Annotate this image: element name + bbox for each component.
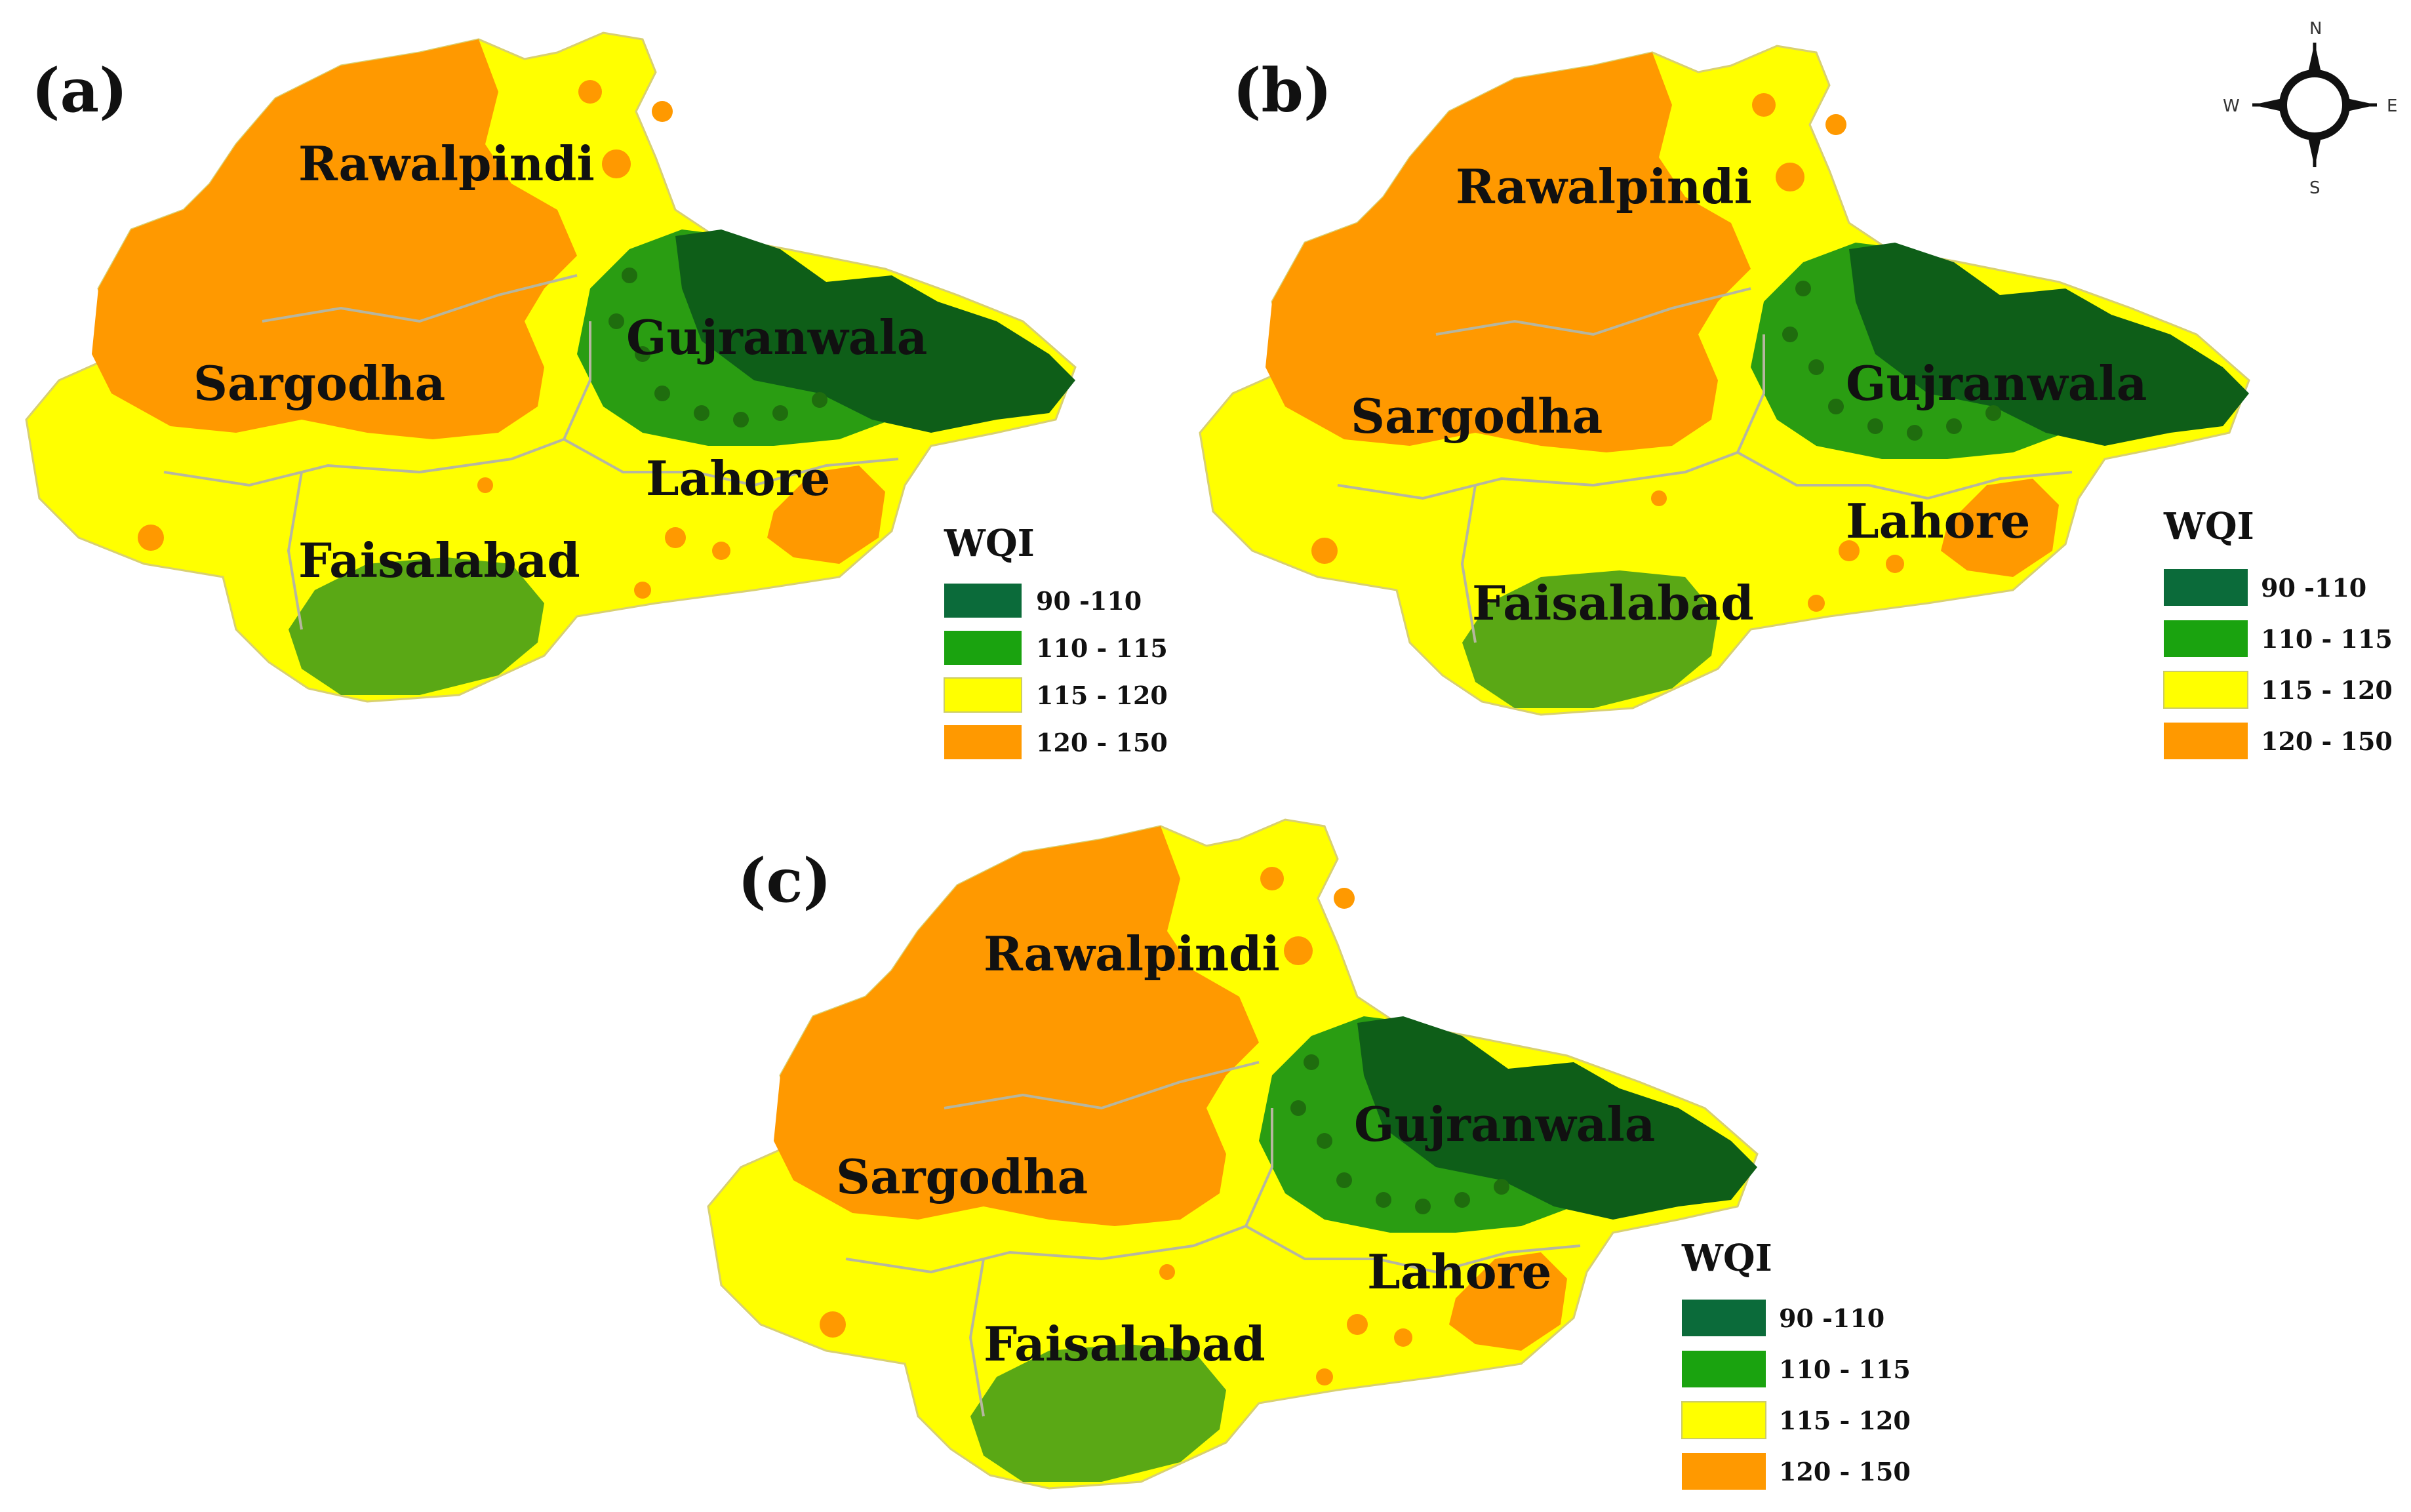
compass-north: N <box>2309 19 2322 39</box>
map-panel-a: (a) Rawalpindi Sargodha Gujranwala Lahor… <box>25 31 1168 759</box>
legend-label: 120 - 150 <box>2261 726 2393 756</box>
compass-south: S <box>2309 178 2321 198</box>
legend-swatch-90-110 <box>1682 1300 1766 1336</box>
legend-swatch-90-110 <box>944 584 1022 618</box>
region-label-faisalabad: Faisalabad <box>298 532 580 588</box>
legend-swatch-115-120 <box>944 677 1022 713</box>
legend-b: WQI 90 -110 110 - 115 115 - 120 120 - 15… <box>2163 505 2393 759</box>
region-label-rawalpindi: Rawalpindi <box>298 136 595 191</box>
compass-east: E <box>2387 96 2397 116</box>
region-label-gujranwala: Gujranwala <box>1846 355 2147 411</box>
legend-swatch-115-120 <box>2163 671 2248 709</box>
panel-letter-b: (b) <box>1233 55 1332 126</box>
region-label-rawalpindi: Rawalpindi <box>1456 159 1752 214</box>
legend-title: WQI <box>944 522 1035 565</box>
legend-label: 90 -110 <box>1036 586 1142 616</box>
legend-label: 115 - 120 <box>1779 1406 1911 1435</box>
legend-label: 120 - 150 <box>1779 1457 1911 1486</box>
legend-swatch-120-150 <box>1682 1453 1766 1490</box>
legend-swatch-110-115 <box>944 631 1022 665</box>
legend-title: WQI <box>2163 505 2254 548</box>
region-label-gujranwala: Gujranwala <box>1354 1096 1655 1152</box>
legend-a: WQI 90 -110 110 - 115 115 - 120 120 - 15… <box>944 522 1168 759</box>
legend-label: 90 -110 <box>2261 573 2366 603</box>
legend-label: 120 - 150 <box>1036 728 1168 757</box>
legend-swatch-110-115 <box>1682 1351 1766 1387</box>
map-panel-b: (b) Rawalpindi Sargodha Gujranwala Lahor… <box>1199 19 2397 759</box>
region-label-faisalabad: Faisalabad <box>1472 575 1754 631</box>
legend-label: 115 - 120 <box>1036 681 1168 710</box>
legend-label: 110 - 115 <box>2261 624 2393 654</box>
region-label-lahore: Lahore <box>1846 493 2030 549</box>
region-label-sargodha: Sargodha <box>1351 388 1603 444</box>
legend-label: 115 - 120 <box>2261 675 2393 705</box>
panel-letter-c: (c) <box>738 845 831 916</box>
legend-swatch-120-150 <box>2164 723 2248 759</box>
legend-swatch-110-115 <box>2164 620 2248 657</box>
legend-swatch-90-110 <box>2164 569 2248 606</box>
region-label-sargodha: Sargodha <box>193 355 445 411</box>
legend-label: 90 -110 <box>1779 1303 1884 1333</box>
legend-label: 110 - 115 <box>1036 633 1168 663</box>
region-label-faisalabad: Faisalabad <box>984 1316 1265 1372</box>
region-label-lahore: Lahore <box>1367 1244 1551 1300</box>
legend-c: WQI 90 -110 110 - 115 115 - 120 120 - 15… <box>1681 1237 1911 1490</box>
compass-west: W <box>2223 96 2240 116</box>
legend-swatch-115-120 <box>1681 1401 1766 1439</box>
panel-letter-a: (a) <box>31 55 128 126</box>
region-label-rawalpindi: Rawalpindi <box>984 926 1280 982</box>
compass-rose-icon: N S E W <box>2223 19 2397 198</box>
map-panel-c: (c) Rawalpindi Sargodha Gujranwala Lahor… <box>707 818 1911 1490</box>
region-label-lahore: Lahore <box>646 450 830 506</box>
legend-label: 110 - 115 <box>1779 1355 1911 1384</box>
region-label-sargodha: Sargodha <box>836 1149 1088 1204</box>
region-label-gujranwala: Gujranwala <box>626 309 927 365</box>
legend-swatch-120-150 <box>944 725 1022 759</box>
legend-title: WQI <box>1681 1237 1772 1280</box>
